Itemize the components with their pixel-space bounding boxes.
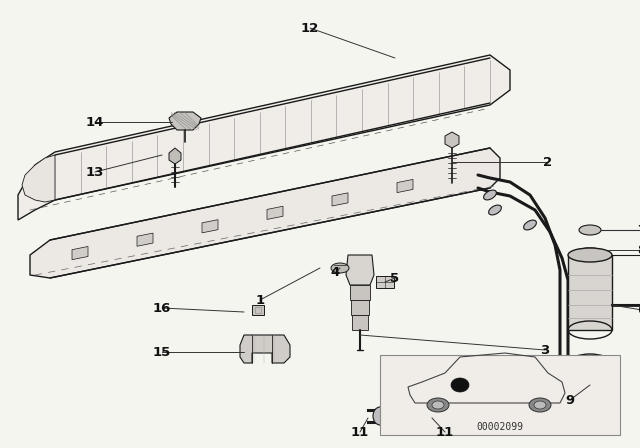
Text: 15: 15 (153, 345, 171, 358)
Text: 6: 6 (637, 303, 640, 316)
Polygon shape (568, 255, 612, 330)
Text: 7: 7 (637, 224, 640, 237)
Text: 1: 1 (255, 293, 264, 306)
Text: 16: 16 (153, 302, 171, 314)
Ellipse shape (524, 220, 536, 230)
Polygon shape (169, 148, 181, 164)
Polygon shape (202, 220, 218, 233)
Ellipse shape (427, 398, 449, 412)
Ellipse shape (568, 248, 612, 262)
Ellipse shape (572, 248, 608, 262)
Polygon shape (332, 193, 348, 206)
Polygon shape (267, 206, 283, 220)
Polygon shape (30, 148, 500, 278)
Text: 00002099: 00002099 (477, 422, 524, 432)
Ellipse shape (538, 407, 552, 425)
Text: 8: 8 (637, 244, 640, 257)
Bar (350, 285, 370, 300)
Text: 11: 11 (436, 426, 454, 439)
Polygon shape (137, 233, 153, 246)
Text: 11: 11 (351, 426, 369, 439)
Ellipse shape (484, 190, 497, 200)
Polygon shape (445, 132, 459, 148)
Ellipse shape (432, 401, 444, 409)
Polygon shape (72, 246, 88, 260)
Bar (351, 300, 369, 315)
Polygon shape (22, 155, 55, 202)
Ellipse shape (579, 225, 601, 235)
Ellipse shape (577, 250, 603, 260)
Ellipse shape (576, 357, 604, 367)
Bar (255, 307, 261, 313)
Ellipse shape (529, 398, 551, 412)
Text: 2: 2 (543, 155, 552, 168)
Polygon shape (240, 335, 290, 363)
Text: 3: 3 (540, 344, 550, 357)
Ellipse shape (451, 378, 469, 392)
Polygon shape (397, 179, 413, 193)
Polygon shape (252, 305, 264, 315)
Text: 9: 9 (565, 393, 575, 406)
Bar (353, 315, 367, 330)
Ellipse shape (488, 205, 501, 215)
Text: 13: 13 (86, 165, 104, 178)
Text: 12: 12 (301, 22, 319, 34)
Text: 5: 5 (390, 271, 399, 284)
Ellipse shape (331, 263, 349, 273)
Ellipse shape (534, 401, 546, 409)
Polygon shape (18, 55, 510, 220)
Text: 14: 14 (86, 116, 104, 129)
Ellipse shape (423, 407, 437, 425)
Polygon shape (346, 255, 374, 285)
Ellipse shape (570, 354, 610, 370)
Ellipse shape (373, 407, 387, 425)
Bar (376, 276, 394, 288)
Bar (380, 355, 620, 435)
Polygon shape (169, 112, 201, 130)
Text: 4: 4 (330, 267, 340, 280)
